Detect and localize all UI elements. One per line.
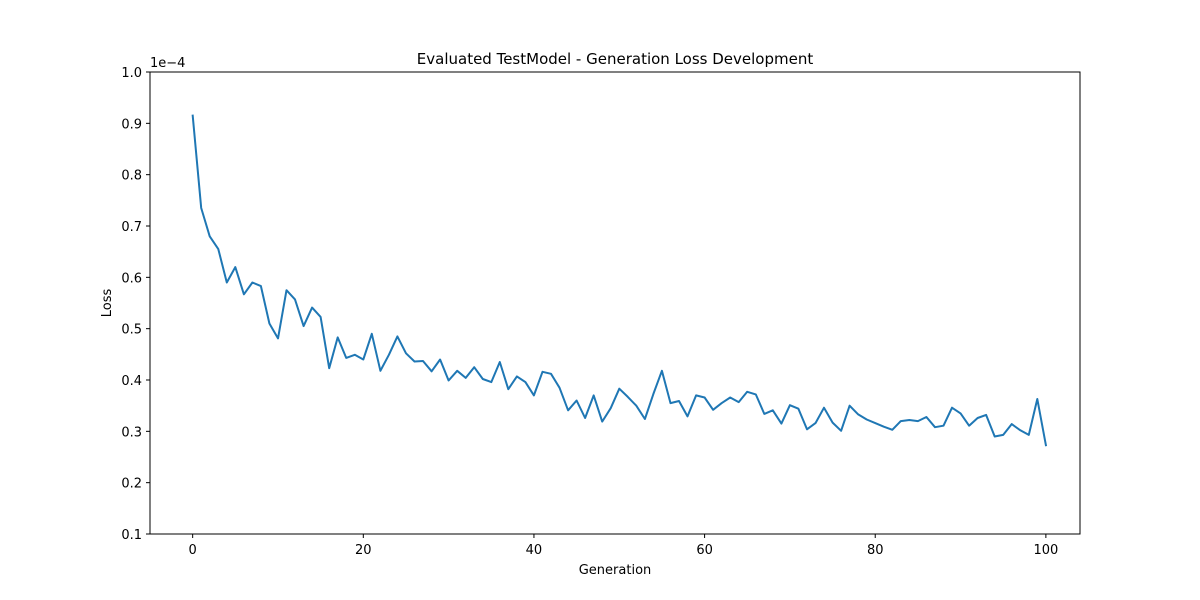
y-tick-label: 0.2: [121, 477, 142, 492]
y-tick-label: 0.3: [121, 425, 142, 440]
x-tick-label: 60: [696, 543, 713, 558]
x-tick-label: 100: [1033, 543, 1058, 558]
y-axis-label: Loss: [100, 289, 115, 318]
y-tick-label: 0.5: [121, 323, 142, 338]
y-tick-label: 0.4: [121, 374, 142, 389]
x-tick-label: 20: [355, 543, 372, 558]
y-tick-label: 0.1: [121, 528, 142, 543]
x-tick-label: 80: [867, 543, 884, 558]
y-tick-label: 1.0: [121, 66, 142, 81]
loss-series-line: [191, 114, 1048, 447]
x-tick-label: 0: [189, 543, 197, 558]
y-tick-label: 0.7: [121, 220, 142, 235]
y-axis-ticks: 0.1 0.2 0.3 0.4 0.5 0.6 0.7 0.8 0.9 1.0: [121, 66, 150, 543]
y-offset-label: 1e−4: [150, 56, 185, 71]
y-tick-label: 0.8: [121, 169, 142, 184]
x-tick-label: 40: [526, 543, 543, 558]
x-axis-label: Generation: [579, 563, 652, 578]
y-tick-label: 0.6: [121, 271, 142, 286]
y-tick-label: 0.9: [121, 117, 142, 132]
chart-title: Evaluated TestModel - Generation Loss De…: [417, 50, 814, 68]
plot-area-frame: [149, 71, 1081, 535]
x-axis-ticks: 0 20 40 60 80 100: [189, 534, 1058, 558]
